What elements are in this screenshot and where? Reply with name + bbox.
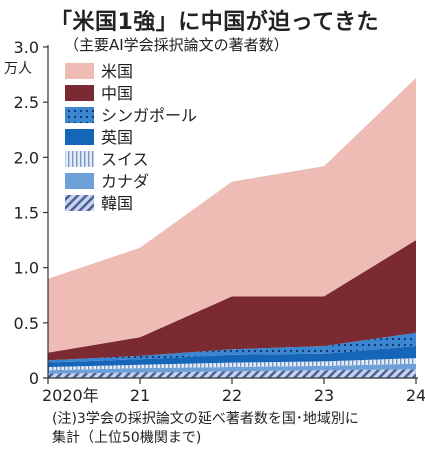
footnote-line-1: (注)3学会の採択論文の延べ著者数を国･地域別に (52, 411, 359, 427)
legend-swatch-韓国 (65, 195, 94, 211)
legend-label-韓国: 韓国 (101, 194, 133, 213)
area-series-シンガポール (48, 332, 416, 363)
legend-label-カナダ: カナダ (101, 172, 149, 191)
legend-swatch-英国 (65, 129, 94, 145)
x-tick-label: 24 (406, 386, 425, 405)
x-tick-label: 21 (130, 386, 150, 405)
area-series-中国 (48, 240, 416, 361)
y-tick-label: 2.0 (14, 148, 39, 167)
legend-label-米国: 米国 (101, 62, 133, 81)
area-series-米国 (48, 77, 416, 353)
area-series-スイス (48, 358, 416, 371)
y-tick-label: 1.0 (14, 259, 39, 278)
y-tick-label: 3.0 (14, 38, 39, 57)
legend-swatch-米国 (65, 63, 94, 79)
y-tick-label: 0.5 (14, 314, 39, 333)
area-series-韓国 (48, 369, 416, 378)
x-tick-label: 22 (222, 386, 242, 405)
y-tick-label: 2.5 (14, 93, 39, 112)
legend-swatch-中国 (65, 85, 94, 101)
area-series-英国 (48, 346, 416, 367)
chart-title: 「米国1強」に中国が迫ってきた (50, 10, 380, 35)
x-tick-label: 23 (314, 386, 334, 405)
legend-swatch-カナダ (65, 173, 94, 189)
legend-label-中国: 中国 (101, 84, 133, 103)
y-axis-unit: 万人 (4, 61, 32, 77)
legend-label-スイス: スイス (101, 150, 149, 169)
footnote-line-2: 集計（上位50機関まで) (52, 430, 202, 446)
legend-label-シンガポール: シンガポール (101, 106, 197, 125)
legend-swatch-スイス (65, 151, 94, 167)
area-series-カナダ (48, 363, 416, 374)
x-tick-label: 2020年 (42, 386, 99, 405)
footnote: (注)3学会の採択論文の延べ著者数を国･地域別に 集計（上位50機関まで) (52, 410, 359, 448)
y-tick-label: 0 (29, 369, 39, 388)
y-tick-label: 1.5 (14, 204, 39, 223)
legend-label-英国: 英国 (101, 128, 133, 147)
legend-swatch-シンガポール (65, 107, 94, 123)
chart-subtitle: （主要AI学会採択論文の著者数） (64, 36, 289, 54)
